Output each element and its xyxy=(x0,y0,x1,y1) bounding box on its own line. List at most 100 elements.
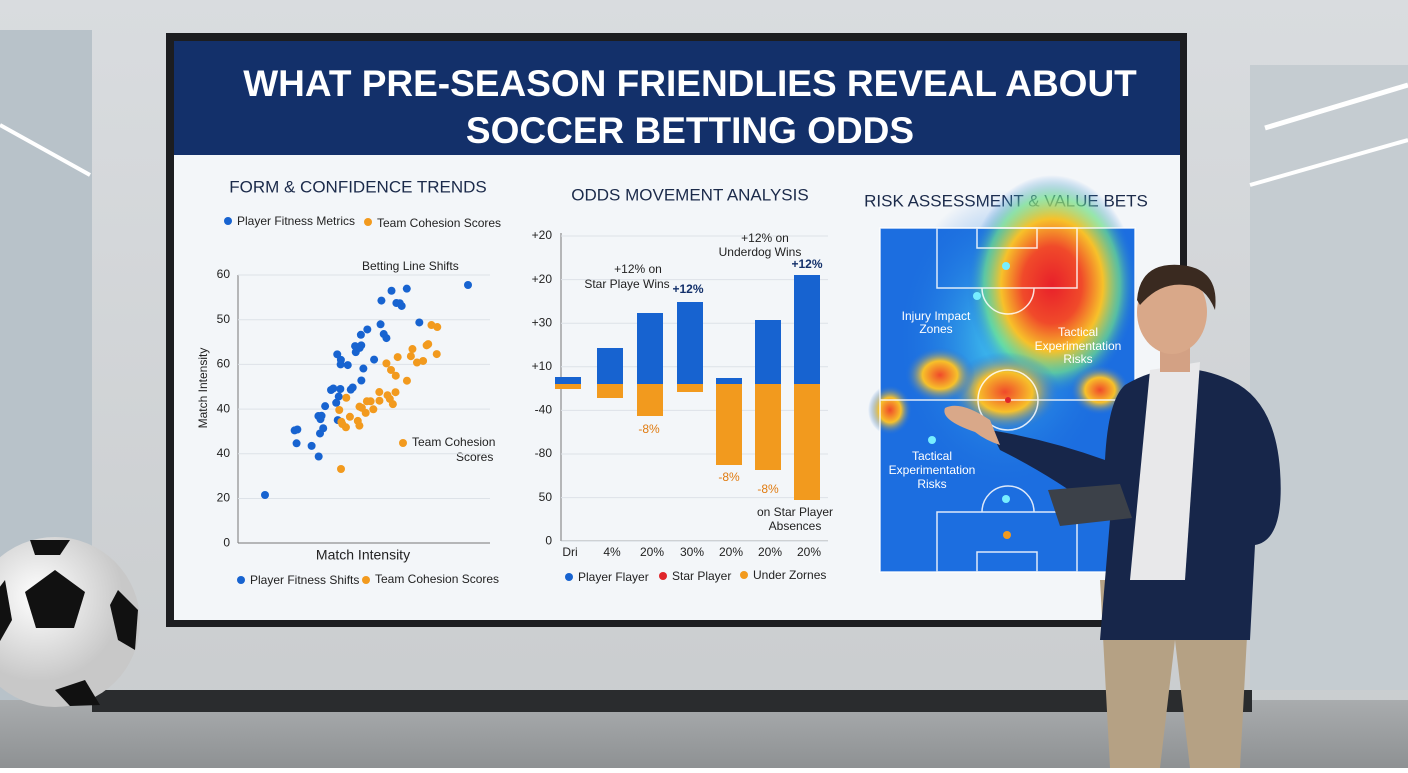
x-label: 20% xyxy=(719,545,743,559)
legend-label: Team Cohesion Scores xyxy=(377,216,501,230)
scatter-dot xyxy=(348,383,357,392)
bar-down xyxy=(555,384,581,389)
legend-swatch xyxy=(364,218,372,226)
scatter-dot xyxy=(316,415,325,424)
scatter-dot xyxy=(362,397,371,406)
scatter-dot xyxy=(342,393,351,402)
scatter-dot xyxy=(424,340,433,349)
scatter-dot xyxy=(369,405,378,414)
annotation: Team Cohesion xyxy=(412,435,495,449)
scatter-dot xyxy=(363,325,372,334)
scatter-dot xyxy=(345,412,354,421)
scatter-dot xyxy=(391,388,400,397)
annotation: Star Playe Wins xyxy=(584,277,669,291)
legend-swatch xyxy=(237,576,245,584)
scatter-dot xyxy=(408,345,417,354)
scatter-dot xyxy=(307,441,316,450)
zone-label: Injury Impact xyxy=(902,309,971,323)
scatter-dot xyxy=(379,330,388,339)
legend-label: Star Player xyxy=(672,569,731,583)
annotation-swatch xyxy=(399,439,407,447)
y-label: -80 xyxy=(535,446,553,460)
scatter-dot xyxy=(415,318,424,327)
bar-up xyxy=(555,377,581,384)
annotation: +12% xyxy=(672,282,703,296)
scatter-dot xyxy=(337,465,345,473)
scatter-dot xyxy=(382,359,391,368)
legend-label: Player Flayer xyxy=(578,570,649,584)
bar-down xyxy=(794,384,820,500)
legend-swatch xyxy=(224,217,232,225)
legend-swatch xyxy=(659,572,667,580)
zone-label: Risks xyxy=(917,477,946,491)
y-label: -40 xyxy=(535,403,553,417)
bar-up xyxy=(755,320,781,384)
panel-title: FORM & CONFIDENCE TRENDS xyxy=(229,177,487,196)
annotation: +12% xyxy=(791,257,822,271)
scatter-dot xyxy=(376,320,385,329)
scatter-dot xyxy=(391,371,400,380)
x-label: 20% xyxy=(797,545,821,559)
scatter-dot xyxy=(432,350,441,359)
x-axis-title: Match Intensity xyxy=(316,547,410,563)
scatter-dot xyxy=(397,301,406,310)
y-label: +20 xyxy=(532,228,553,242)
y-label: 20 xyxy=(217,491,231,505)
annotation: -8% xyxy=(757,482,779,496)
scatter-dot xyxy=(464,281,472,289)
legend-label: Player Fitness Shifts xyxy=(250,573,359,587)
scatter-dot xyxy=(357,341,366,350)
zone-label: Tactical xyxy=(1058,325,1098,339)
scatter-dot xyxy=(402,284,411,293)
bar-down xyxy=(755,384,781,470)
zone-label: Risks xyxy=(1063,352,1092,366)
x-label: 20% xyxy=(640,545,664,559)
annotation: Underdog Wins xyxy=(719,245,802,259)
scatter-dot xyxy=(292,439,301,448)
y-label: 50 xyxy=(217,312,231,326)
zone-label: Experimentation xyxy=(1035,339,1122,353)
soccer-ball xyxy=(0,537,140,707)
legend-label: Team Cohesion Scores xyxy=(375,572,499,586)
scatter-dot xyxy=(329,384,338,393)
baseboard xyxy=(92,690,1252,712)
heatmap xyxy=(868,175,1137,573)
zone-label: Experimentation xyxy=(889,463,976,477)
ceiling-light xyxy=(1264,82,1408,131)
y-label: 0 xyxy=(545,533,552,547)
legend-label: Under Zornes xyxy=(753,568,826,582)
scatter-dot xyxy=(402,376,411,385)
annotation: Absences xyxy=(769,519,822,533)
scatter-dot xyxy=(375,388,384,397)
y-label: +10 xyxy=(532,359,553,373)
y-label: 0 xyxy=(223,535,230,549)
annotation: -8% xyxy=(638,422,660,436)
bar-up xyxy=(637,313,663,384)
annotation: Betting Line Shifts xyxy=(362,259,459,273)
zone-label: Zones xyxy=(919,322,952,336)
ceiling-light xyxy=(0,123,91,177)
scatter-dot xyxy=(370,355,379,364)
scatter-dot xyxy=(351,342,360,351)
scatter-dot xyxy=(387,286,396,295)
bar-down xyxy=(597,384,623,398)
scatter-dot xyxy=(355,421,364,430)
scatter-dot xyxy=(427,321,436,330)
scatter-dot xyxy=(387,365,396,374)
y-label: +30 xyxy=(532,315,553,329)
scatter-dot xyxy=(406,352,415,361)
scatter-dot xyxy=(334,392,343,401)
legend-label: Player Fitness Metrics xyxy=(237,214,355,228)
title: SOCCER BETTING ODDS xyxy=(466,110,914,151)
scatter-dot xyxy=(419,356,428,365)
scatter-dot xyxy=(319,424,328,433)
panel-title: ODDS MOVEMENT ANALYSIS xyxy=(571,185,808,204)
scatter-dot xyxy=(343,361,352,370)
legend-swatch xyxy=(362,576,370,584)
scatter-dot xyxy=(336,384,345,393)
bar-up xyxy=(597,348,623,384)
scatter-dot xyxy=(357,376,366,385)
right-window xyxy=(1250,65,1408,690)
scatter-dot xyxy=(375,396,384,405)
